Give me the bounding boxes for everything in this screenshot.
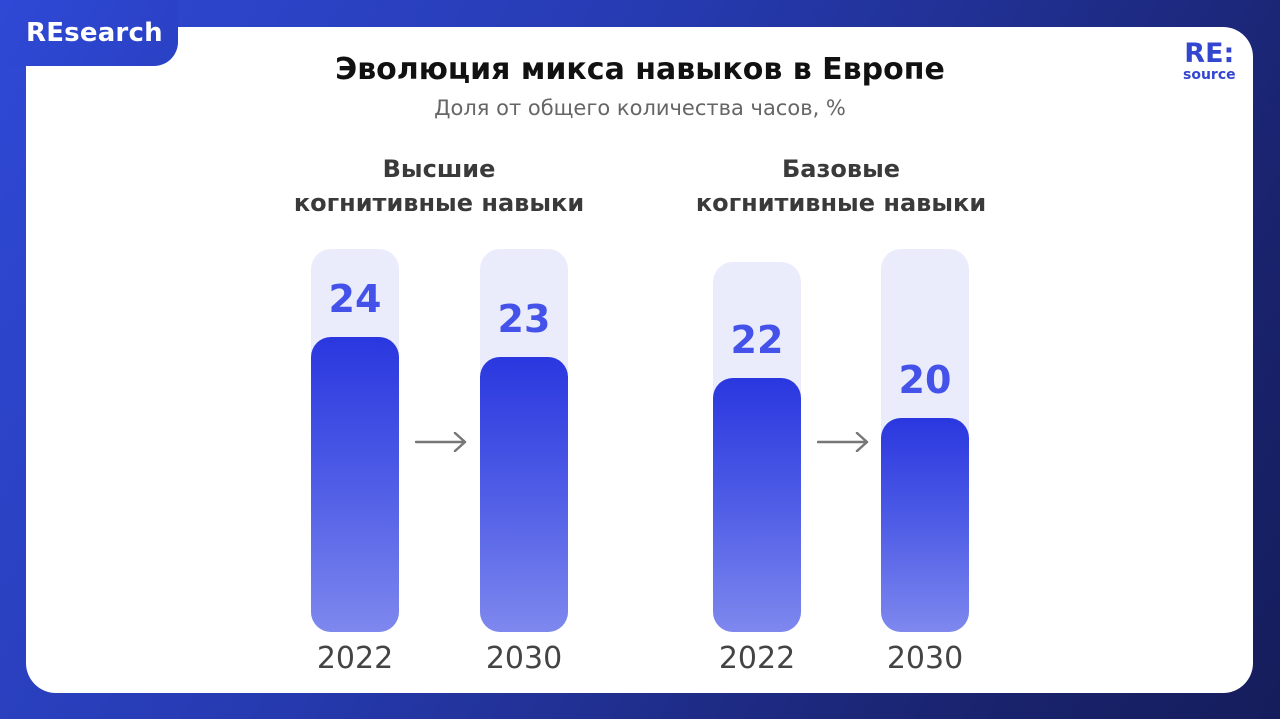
value-label: 20 xyxy=(898,358,952,402)
group-title-higher: Высшие когнитивные навыки xyxy=(239,152,639,220)
year-label: 2022 xyxy=(718,641,796,676)
year-label: 2030 xyxy=(485,641,563,676)
bar xyxy=(311,337,399,632)
year-label: 2022 xyxy=(316,641,394,676)
bar xyxy=(881,418,969,632)
arrow-right-icon xyxy=(414,431,467,453)
year-label: 2030 xyxy=(886,641,964,676)
chart-title: Эволюция микса навыков в Европе xyxy=(335,52,945,87)
value-label: 23 xyxy=(497,297,551,342)
resource-logo: RE: source xyxy=(1183,38,1236,83)
brand-label: REsearch xyxy=(26,18,163,48)
chart-subtitle: Доля от общего количества часов, % xyxy=(434,96,846,120)
logo-sub: source xyxy=(1183,67,1236,83)
brand-tab xyxy=(0,0,178,66)
group-title-line: Высшие xyxy=(382,155,496,183)
value-label: 22 xyxy=(730,317,784,362)
group-title-line: когнитивные навыки xyxy=(695,189,987,217)
group-title-line: Базовые xyxy=(781,155,901,183)
bar xyxy=(480,357,568,632)
group-title-basic: Базовые когнитивные навыки xyxy=(641,152,1041,220)
value-label: 24 xyxy=(328,277,382,321)
logo-main: RE: xyxy=(1184,38,1235,69)
group-title-line: когнитивные навыки xyxy=(293,189,585,217)
bar xyxy=(713,377,801,632)
content-card xyxy=(26,27,1253,693)
arrow-right-icon xyxy=(816,431,869,453)
